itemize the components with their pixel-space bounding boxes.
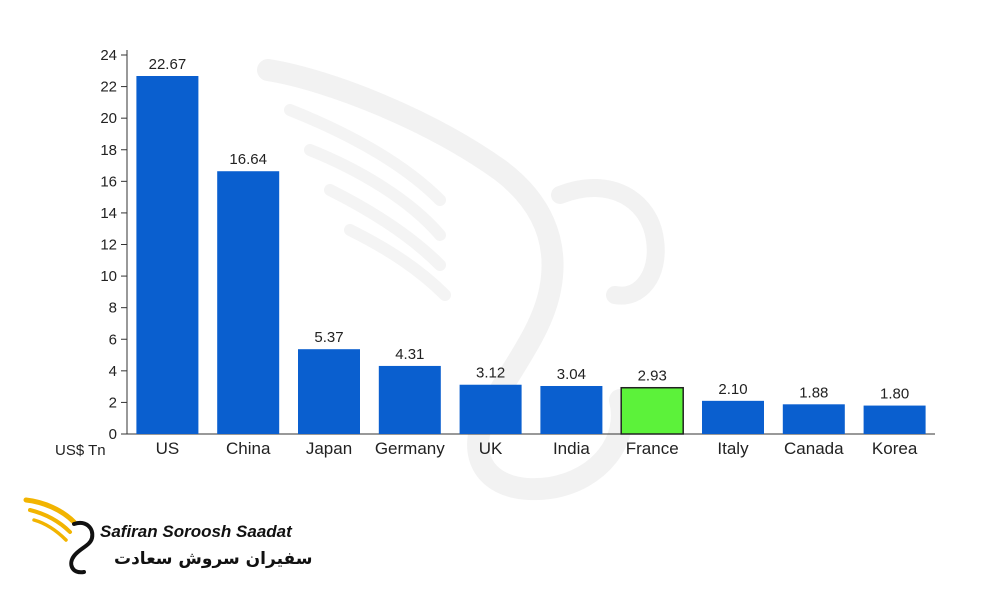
bar-italy <box>702 400 764 434</box>
data-label-canada: 1.88 <box>799 384 828 401</box>
y-tick-label: 22 <box>100 79 117 96</box>
bar-germany <box>378 365 441 434</box>
brand-logo: Safiran Soroosh Saadat سفیران سروش سعادت <box>22 494 322 584</box>
data-label-india: 3.04 <box>557 366 586 383</box>
data-label-germany: 4.31 <box>395 346 424 363</box>
data-label-italy: 2.10 <box>718 381 747 398</box>
category-label-france: France <box>626 439 679 458</box>
data-label-korea: 1.80 <box>880 386 909 403</box>
y-tick-label: 20 <box>100 110 117 127</box>
bar-us <box>136 76 199 434</box>
bar-france <box>620 386 684 435</box>
data-label-china: 16.64 <box>229 151 267 168</box>
swan-wing-logo-icon <box>23 497 95 575</box>
y-tick-label: 4 <box>109 363 117 380</box>
data-label-france: 2.93 <box>638 368 667 385</box>
y-tick-label: 24 <box>100 47 117 64</box>
y-tick-label: 10 <box>100 268 117 285</box>
y-tick-label: 14 <box>100 205 117 222</box>
data-label-japan: 5.37 <box>314 329 343 346</box>
bar-canada <box>782 404 845 434</box>
brand-name-en: Safiran Soroosh Saadat <box>100 522 292 541</box>
y-tick-label: 6 <box>109 331 117 348</box>
y-tick-label: 16 <box>100 173 117 190</box>
y-tick-label: 12 <box>100 237 117 254</box>
y-unit-label: US$ Tn <box>55 442 106 459</box>
bar-korea <box>863 405 926 434</box>
swan-wing-watermark-icon <box>257 59 665 501</box>
y-tick-label: 18 <box>100 142 117 159</box>
brand-name-fa: سفیران سروش سعادت <box>114 549 313 569</box>
data-label-us: 22.67 <box>149 56 187 73</box>
category-label-china: China <box>226 439 271 458</box>
category-label-canada: Canada <box>784 439 844 458</box>
y-tick-label: 0 <box>109 426 117 443</box>
bar-india <box>540 385 603 434</box>
category-label-japan: Japan <box>306 439 352 458</box>
category-label-germany: Germany <box>375 439 445 458</box>
bar-uk <box>459 384 522 434</box>
category-label-italy: Italy <box>717 439 749 458</box>
category-label-us: US <box>156 439 180 458</box>
category-label-uk: UK <box>479 439 503 458</box>
category-label-india: India <box>553 439 590 458</box>
bar-china <box>217 171 280 434</box>
category-label-korea: Korea <box>872 439 918 458</box>
data-label-uk: 3.12 <box>476 365 505 382</box>
bar-japan <box>298 349 360 434</box>
y-tick-label: 2 <box>109 394 117 411</box>
y-tick-label: 8 <box>109 300 117 317</box>
